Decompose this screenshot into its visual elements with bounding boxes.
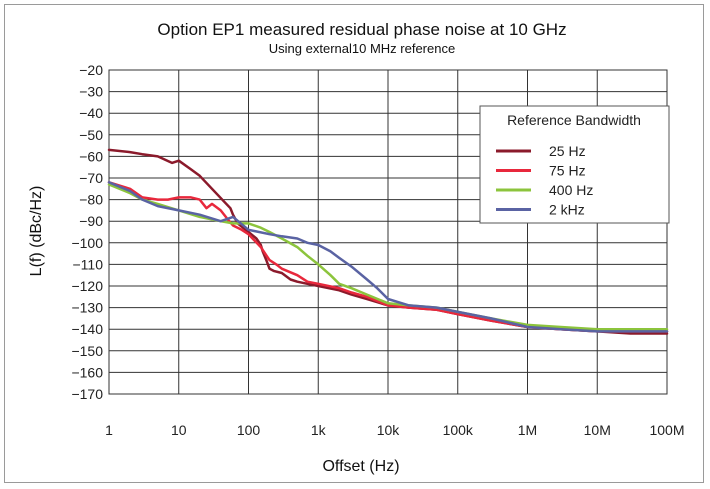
x-tick-label: 100M (649, 422, 684, 438)
y-tick-label: −30 (79, 84, 103, 100)
y-tick-label: −140 (71, 321, 103, 337)
chart-canvas: Option EP1 measured residual phase noise… (28, 20, 685, 475)
y-tick-label: −110 (73, 256, 104, 272)
x-tick-label: 100k (443, 422, 474, 438)
y-axis-label: L(f) (dBc/Hz) (28, 186, 45, 277)
y-tick-label: −100 (71, 235, 103, 251)
y-tick-label: −150 (71, 343, 103, 359)
legend-title: Reference Bandwidth (507, 112, 641, 128)
series-line-2-khz (107, 181, 669, 333)
legend-label: 2 kHz (549, 202, 585, 218)
y-tick-label: −120 (71, 278, 103, 294)
y-tick-label: −50 (79, 127, 103, 143)
chart-subtitle: Using external10 MHz reference (269, 41, 455, 56)
x-tick-label: 10M (584, 422, 611, 438)
legend-items: 25 Hz 75 Hz 400 Hz 2 kHz (496, 143, 593, 218)
series-line-75-hz (107, 181, 669, 333)
y-tick-label: −90 (79, 213, 103, 229)
y-tick-label: −170 (71, 386, 103, 402)
y-tick-label: −60 (79, 148, 103, 164)
legend-label: 25 Hz (549, 143, 586, 159)
x-tick-label: 1 (105, 422, 113, 438)
legend-label: 75 Hz (549, 163, 586, 179)
y-tick-label: −130 (71, 300, 103, 316)
chart-title: Option EP1 measured residual phase noise… (157, 20, 566, 39)
x-tick-label: 10 (171, 422, 187, 438)
series-lines (107, 148, 669, 335)
x-axis-label: Offset (Hz) (322, 458, 399, 475)
legend: Reference Bandwidth 25 Hz 75 Hz 400 Hz 2 kH… (479, 105, 670, 224)
tick-labels: −20 −30 −40 −50 −60 −70 −80 −90 −100 −110 −120 −130… (71, 62, 684, 438)
y-tick-label: −160 (71, 364, 103, 380)
legend-label: 400 Hz (549, 182, 593, 198)
y-tick-label: −20 (79, 62, 103, 78)
x-tick-label: 1k (311, 422, 327, 438)
y-tick-label: −80 (79, 192, 103, 208)
legend-box (479, 105, 670, 224)
chart-frame: Option EP1 measured residual phase noise… (4, 4, 704, 483)
x-tick-label: 1M (518, 422, 537, 438)
x-tick-label: 10k (377, 422, 401, 438)
x-tick-label: 100 (237, 422, 261, 438)
y-tick-label: −40 (79, 105, 103, 121)
y-tick-label: −70 (79, 170, 103, 186)
